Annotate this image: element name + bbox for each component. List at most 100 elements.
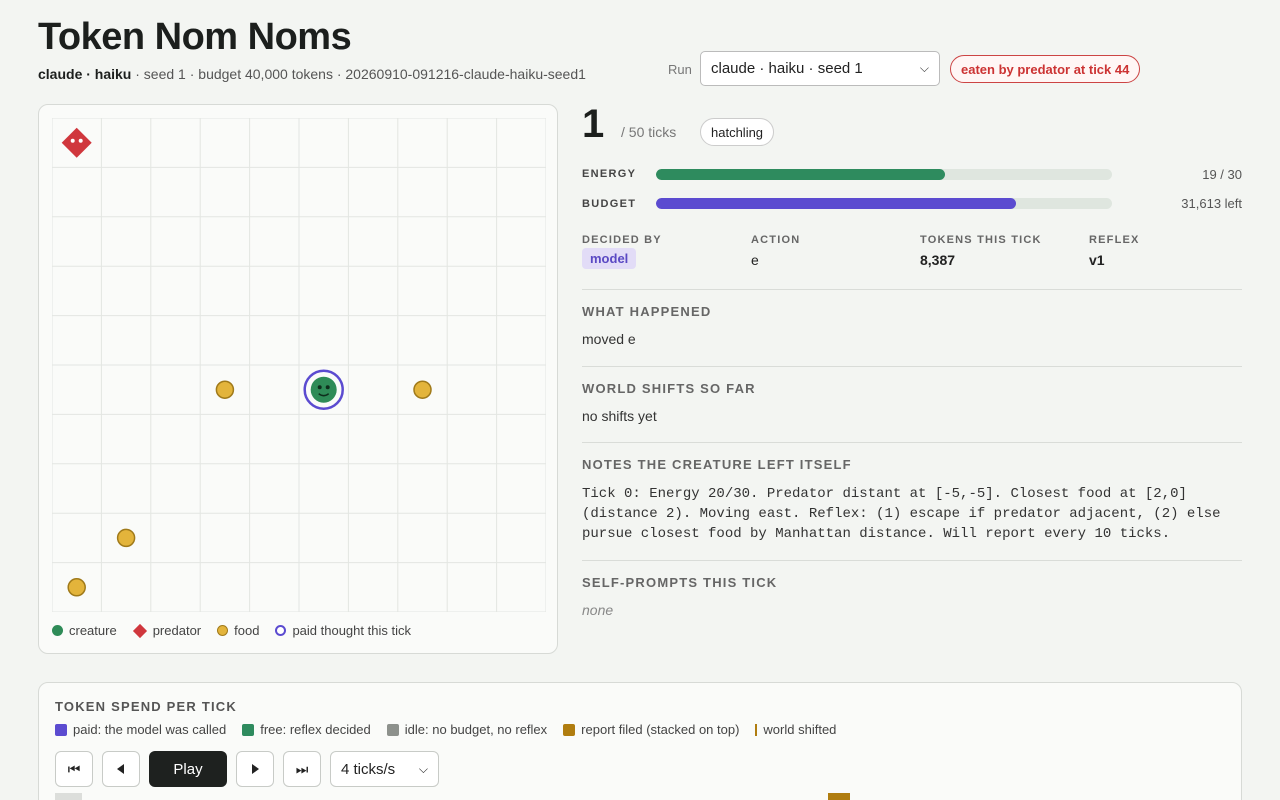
creature-eye: [325, 385, 330, 390]
run-label: Run: [668, 62, 692, 77]
notes-text: Tick 0: Energy 20/30. Predator distant a…: [582, 486, 1221, 542]
food-pellet: [215, 380, 235, 399]
spend-bar-tick-0: [55, 793, 82, 800]
world-shifts-section: WORLD SHIFTS SO FAR no shifts yet: [582, 366, 1242, 424]
legend-shift-spend: world shifted: [755, 722, 836, 737]
world-shifts-text: no shifts yet: [582, 408, 657, 424]
legend-predator-label: predator: [152, 623, 202, 638]
prev-tick-button[interactable]: [102, 751, 140, 787]
token-spend-title: TOKEN SPEND PER TICK: [55, 699, 237, 714]
app-title: Token Nom Noms: [38, 16, 352, 58]
action-label: ACTION: [751, 234, 801, 246]
speed-select[interactable]: 4 ticks/s ⌵: [330, 751, 439, 787]
paid-thought-ring: [303, 369, 344, 410]
notes-title: NOTES THE CREATURE LEFT ITSELF: [582, 457, 852, 472]
predator-swatch: [132, 623, 147, 638]
legend-paid-label: paid thought this tick: [292, 623, 411, 638]
skip-first-icon: ⏮: [67, 760, 81, 777]
legend-shift-spend-label: world shifted: [763, 722, 837, 737]
chevron-down-icon: ⌵: [418, 761, 428, 776]
tokens-value: 8,387: [920, 252, 956, 268]
playback-controls: ⏮ Play ⏭ 4 ticks/s ⌵: [55, 751, 439, 787]
legend-free-spend: free: reflex decided: [242, 722, 371, 737]
legend-creature-label: creature: [69, 623, 117, 638]
grid-svg: [52, 118, 546, 612]
budget-bar: [656, 198, 1112, 209]
spend-bar-report: [828, 793, 850, 800]
legend-idle-spend: idle: no budget, no reflex: [386, 722, 548, 737]
decided-by-label: DECIDED BY: [582, 234, 662, 246]
self-prompts-section: SELF-PROMPTS THIS TICK none: [582, 560, 1242, 618]
legend-food: food: [217, 623, 259, 638]
last-tick-button[interactable]: ⏭: [283, 751, 321, 787]
report-spend-swatch: [563, 723, 576, 736]
play-button[interactable]: Play: [149, 751, 227, 787]
reflex-label: REFLEX: [1089, 234, 1140, 246]
budget-fill: [656, 198, 1017, 209]
paid-swatch: [275, 625, 287, 636]
what-happened-section: WHAT HAPPENED moved e: [582, 289, 1242, 347]
legend-predator: predator: [132, 623, 202, 638]
legend-idle-spend-label: idle: no budget, no reflex: [404, 722, 548, 737]
food-pellet: [116, 528, 136, 548]
action-value: e: [751, 252, 759, 268]
skip-last-icon: ⏭: [295, 760, 309, 777]
notes-section: NOTES THE CREATURE LEFT ITSELF Tick 0: E…: [582, 442, 1242, 544]
run-details: · seed 1 · budget 40,000 tokens · 202609…: [131, 66, 586, 82]
predator-eye: [70, 138, 75, 143]
stage-badge: hatchling: [700, 118, 775, 146]
food-pellet: [413, 380, 432, 399]
first-tick-button[interactable]: ⏮: [55, 751, 93, 787]
run-subtitle: claude · haiku · seed 1 · budget 40,000 …: [38, 66, 586, 82]
legend-creature: creature: [52, 623, 117, 638]
food-swatch: [217, 625, 229, 636]
predator-eye: [78, 138, 83, 143]
tick-total: / 50 ticks: [621, 124, 677, 140]
budget-value: 31,613 left: [1181, 196, 1242, 211]
creature-mouth: [318, 393, 330, 397]
speed-select-value: 4 ticks/s: [341, 760, 396, 778]
status-badge: eaten by predator at tick 44: [950, 55, 1141, 83]
step-back-icon: [117, 764, 124, 774]
legend-report-spend-label: report filed (stacked on top): [581, 722, 740, 737]
free-spend-swatch: [242, 723, 255, 736]
energy-fill: [656, 169, 945, 180]
chevron-down-icon: ⌵: [919, 61, 929, 75]
legend-food-label: food: [234, 623, 260, 638]
step-forward-icon: [252, 764, 259, 774]
legend-report-spend: report filed (stacked on top): [563, 722, 739, 737]
world-grid: [52, 118, 546, 612]
creature-token: [310, 376, 337, 403]
decided-by-value: model: [582, 248, 637, 269]
energy-bar: [656, 169, 1112, 180]
predator-token: [61, 127, 92, 158]
tokens-label: TOKENS THIS TICK: [920, 234, 1042, 246]
world-shifts-title: WORLD SHIFTS SO FAR: [582, 381, 756, 396]
self-prompts-title: SELF-PROMPTS THIS TICK: [582, 575, 778, 590]
board-card: creature predator food paid thought this…: [38, 104, 558, 654]
legend-paid: paid thought this tick: [275, 623, 411, 638]
legend-paid-spend-label: paid: the model was called: [73, 722, 227, 737]
decided-by-badge: model: [582, 248, 637, 269]
energy-label: ENERGY: [582, 168, 637, 180]
run-select-value: claude · haiku · seed 1: [711, 60, 863, 77]
paid-spend-swatch: [55, 723, 67, 736]
creature-eye: [317, 385, 322, 390]
legend-paid-spend: paid: the model was called: [55, 722, 226, 737]
tick-number: 1: [582, 102, 605, 146]
budget-label: BUDGET: [582, 198, 637, 210]
next-tick-button[interactable]: [236, 751, 274, 787]
token-spend-legend: paid: the model was called free: reflex …: [55, 722, 836, 737]
energy-value: 19 / 30: [1202, 167, 1242, 182]
board-legend: creature predator food paid thought this…: [52, 623, 411, 638]
what-happened-text: moved e: [582, 331, 636, 347]
idle-spend-swatch: [386, 723, 399, 736]
run-select[interactable]: claude · haiku · seed 1 ⌵: [700, 51, 940, 86]
shift-spend-swatch: [755, 723, 758, 736]
food-pellet: [67, 578, 86, 597]
self-prompts-text: none: [582, 602, 614, 618]
model-name: claude · haiku: [38, 66, 132, 82]
token-spend-card: TOKEN SPEND PER TICK paid: the model was…: [38, 682, 1242, 800]
what-happened-title: WHAT HAPPENED: [582, 304, 712, 319]
creature-swatch: [52, 625, 63, 636]
